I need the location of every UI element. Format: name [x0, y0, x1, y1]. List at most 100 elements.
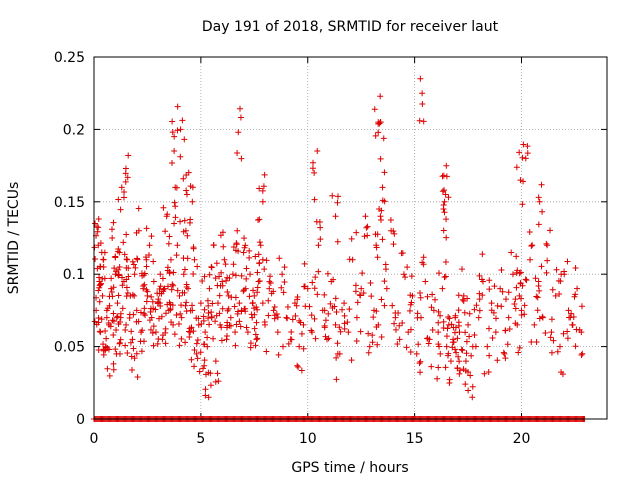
data-point — [378, 296, 385, 303]
data-point — [455, 307, 462, 314]
data-point — [321, 322, 328, 329]
data-point — [394, 340, 401, 347]
data-point — [513, 253, 520, 260]
data-point — [528, 242, 535, 249]
data-point — [373, 244, 380, 251]
data-point — [476, 307, 483, 314]
data-point — [96, 284, 103, 291]
data-point — [463, 338, 470, 345]
data-point — [509, 271, 516, 278]
data-point — [492, 315, 499, 322]
data-point — [135, 318, 142, 325]
data-point — [403, 344, 410, 351]
data-point — [224, 319, 231, 326]
data-point — [484, 343, 491, 350]
data-point — [578, 351, 585, 358]
data-point — [131, 271, 138, 278]
data-point — [458, 346, 465, 353]
data-point — [230, 261, 237, 268]
data-point — [422, 278, 429, 285]
data-point — [446, 315, 453, 322]
data-point — [263, 257, 270, 264]
data-point — [400, 271, 407, 278]
data-point — [561, 268, 568, 275]
data-point — [321, 307, 328, 314]
data-point — [476, 272, 483, 279]
data-point — [416, 360, 423, 367]
data-point — [171, 220, 178, 227]
data-point — [363, 224, 370, 231]
data-point — [536, 287, 543, 294]
data-point — [209, 300, 216, 307]
data-point — [550, 337, 557, 344]
data-point — [155, 335, 162, 342]
data-point — [100, 256, 107, 263]
data-point — [259, 300, 266, 307]
data-point — [232, 272, 239, 279]
data-point — [439, 285, 446, 292]
data-point — [171, 133, 178, 140]
data-point — [100, 341, 107, 348]
data-point — [148, 293, 155, 300]
data-point — [147, 326, 154, 333]
data-point — [392, 309, 399, 316]
data-point — [330, 276, 337, 283]
data-point — [513, 164, 520, 171]
data-point — [571, 293, 578, 300]
data-point — [214, 282, 221, 289]
data-point — [250, 287, 257, 294]
data-point — [382, 261, 389, 268]
data-point — [266, 285, 273, 292]
data-point — [182, 302, 189, 309]
data-point — [152, 306, 159, 313]
data-point — [574, 285, 581, 292]
data-point — [197, 349, 204, 356]
data-point — [396, 322, 403, 329]
data-point — [381, 302, 388, 309]
data-point — [420, 254, 427, 261]
data-point — [137, 338, 144, 345]
data-point — [506, 326, 513, 333]
data-point — [174, 103, 181, 110]
data-point — [222, 261, 229, 268]
data-point — [311, 285, 318, 292]
data-point — [121, 251, 128, 258]
data-point — [158, 290, 165, 297]
data-point — [341, 312, 348, 319]
data-point — [293, 302, 300, 309]
data-point — [524, 143, 531, 150]
data-point — [579, 350, 586, 357]
data-point — [141, 281, 148, 288]
data-point — [348, 235, 355, 242]
data-point — [123, 264, 130, 271]
data-point — [167, 306, 174, 313]
data-point — [494, 357, 501, 364]
data-point — [238, 272, 245, 279]
data-point — [476, 296, 483, 303]
data-point — [435, 329, 442, 336]
data-point — [142, 312, 149, 319]
data-point — [454, 335, 461, 342]
data-point — [200, 313, 207, 320]
plot-frame — [93, 56, 608, 420]
data-point — [266, 278, 273, 285]
x-tick-label: 5 — [196, 431, 205, 447]
data-point — [99, 292, 106, 299]
data-point — [428, 363, 435, 370]
data-point — [515, 349, 522, 356]
data-point — [253, 336, 260, 343]
data-point — [188, 324, 195, 331]
data-point — [95, 287, 102, 294]
data-point — [339, 306, 346, 313]
data-point — [519, 154, 526, 161]
data-point — [206, 321, 213, 328]
data-point — [466, 310, 473, 317]
data-point — [195, 315, 202, 322]
data-point — [556, 343, 563, 350]
data-point — [95, 319, 102, 326]
data-point — [572, 343, 579, 350]
data-point — [521, 302, 528, 309]
data-point — [417, 290, 424, 297]
data-point — [489, 334, 496, 341]
data-point — [219, 305, 226, 312]
